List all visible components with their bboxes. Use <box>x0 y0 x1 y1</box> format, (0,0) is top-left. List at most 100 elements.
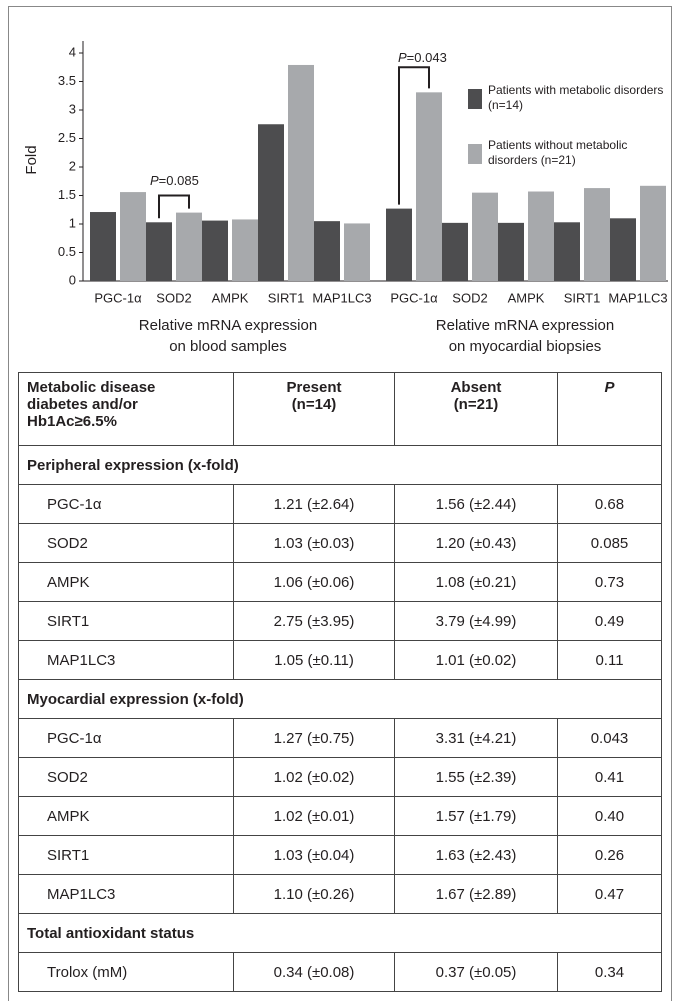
data-row: MAP1LC3 1.10 (±0.26) 1.67 (±2.89) 0.47 <box>18 874 662 914</box>
y-tick-label: 2.5 <box>58 130 76 145</box>
table-cell: 2.75 (±3.95) <box>233 601 395 641</box>
cell-text: 0.49 <box>594 612 625 630</box>
bar <box>288 64 314 281</box>
cell-text: 1.02 (±0.02) <box>273 768 355 786</box>
y-tick-label: 2 <box>69 158 76 173</box>
cell-text: AMPK <box>47 807 90 825</box>
table-cell: SIRT1 <box>18 601 234 641</box>
x-tick-label: SOD2 <box>452 290 487 305</box>
bar <box>416 92 442 281</box>
p-value: =0.085 <box>159 173 199 188</box>
cell-text: 1.03 (±0.03) <box>273 534 355 552</box>
cell-text: 0.41 <box>594 768 625 786</box>
cell-text: 1.57 (±1.79) <box>435 807 517 825</box>
bar <box>554 222 580 281</box>
group-label: Relative mRNA expression <box>436 317 614 334</box>
p-annotation: P=0.085 <box>150 173 199 188</box>
cell-text: 0.34 <box>594 963 625 981</box>
x-tick-label: SIRT1 <box>268 290 305 305</box>
table-cell: Absent (n=21) <box>394 372 558 446</box>
cell-text: SIRT1 <box>47 612 90 630</box>
table-cell: 3.31 (±4.21) <box>394 718 558 758</box>
cell-text: 0.47 <box>594 885 625 903</box>
data-row: Trolox (mM) 0.34 (±0.08) 0.37 (±0.05) 0.34 <box>18 952 662 992</box>
table-cell: 1.67 (±2.89) <box>394 874 558 914</box>
bracket <box>158 194 190 219</box>
cell-text: 1.05 (±0.11) <box>274 651 354 669</box>
table-cell: MAP1LC3 <box>18 640 234 680</box>
table-cell: 0.11 <box>557 640 662 680</box>
table-cell: 1.10 (±0.26) <box>233 874 395 914</box>
cell-text: Present (n=14) <box>286 379 342 413</box>
table-cell: Total antioxidant status <box>18 913 662 953</box>
table: Metabolic disease diabetes and/or Hb1Ac≥… <box>18 372 662 992</box>
cell-text: 0.68 <box>594 495 625 513</box>
cell-text: MAP1LC3 <box>47 651 116 669</box>
bar <box>202 220 228 281</box>
table-cell: AMPK <box>18 796 234 836</box>
cell-text: 0.37 (±0.05) <box>435 963 517 981</box>
y-tick-label: 0 <box>69 272 76 287</box>
cell-text: 1.21 (±2.64) <box>273 495 355 513</box>
bar <box>120 192 146 281</box>
data-row: SOD2 1.02 (±0.02) 1.55 (±2.39) 0.41 <box>18 757 662 797</box>
table-cell: SOD2 <box>18 523 234 563</box>
x-tick-label: AMPK <box>508 290 545 305</box>
table-cell: 1.57 (±1.79) <box>394 796 558 836</box>
group-label: on blood samples <box>169 338 287 355</box>
table-cell: 3.79 (±4.99) <box>394 601 558 641</box>
cell-text: 1.01 (±0.02) <box>435 651 517 669</box>
bar <box>258 124 284 281</box>
table-cell: 0.41 <box>557 757 662 797</box>
cell-text: 0.043 <box>590 729 629 747</box>
legend-entry: Patients without metabolic disorders (n=… <box>488 138 627 167</box>
cell-text: P <box>604 379 615 396</box>
bar <box>472 192 498 281</box>
cell-text: 1.03 (±0.04) <box>273 846 355 864</box>
y-tick-label: 0.5 <box>58 244 76 259</box>
y-tick-label: 4 <box>69 44 76 59</box>
cell-text: Peripheral expression (x-fold) <box>27 456 239 474</box>
table-cell: 1.03 (±0.03) <box>233 523 395 563</box>
cell-text: AMPK <box>47 573 90 591</box>
bar <box>610 218 636 281</box>
legend-swatch <box>468 144 482 164</box>
cell-text: 1.63 (±2.43) <box>435 846 517 864</box>
table-cell: 1.01 (±0.02) <box>394 640 558 680</box>
cell-text: Metabolic disease diabetes and/or Hb1Ac≥… <box>27 379 156 430</box>
bar <box>442 222 468 281</box>
table-cell: 1.63 (±2.43) <box>394 835 558 875</box>
bar <box>528 191 554 281</box>
data-row: AMPK 1.06 (±0.06) 1.08 (±0.21) 0.73 <box>18 562 662 602</box>
table-cell: 1.55 (±2.39) <box>394 757 558 797</box>
cell-text: 2.75 (±3.95) <box>273 612 355 630</box>
cell-text: 1.06 (±0.06) <box>273 573 355 591</box>
chart: Fold 0 0.5 1 1.5 2 2.5 3 3.5 4 PGC-1α SOD2 AMPK SIRT… <box>23 41 668 355</box>
table-cell: 0.47 <box>557 874 662 914</box>
cell-text: 1.10 (±0.26) <box>273 885 355 903</box>
cell-text: Total antioxidant status <box>27 924 195 942</box>
table-cell: AMPK <box>18 562 234 602</box>
cell-text: 1.56 (±2.44) <box>435 495 517 513</box>
table-cell: 0.49 <box>557 601 662 641</box>
bar <box>386 208 412 281</box>
table-cell: Trolox (mM) <box>18 952 234 992</box>
group-label: Relative mRNA expression <box>139 317 317 334</box>
cell-text: 0.34 (±0.08) <box>273 963 355 981</box>
cell-text: 1.08 (±0.21) <box>435 573 517 591</box>
table-cell: 0.37 (±0.05) <box>394 952 558 992</box>
header-row: Metabolic disease diabetes and/or Hb1Ac≥… <box>18 372 662 446</box>
data-row: PGC-1α 1.21 (±2.64) 1.56 (±2.44) 0.68 <box>18 484 662 524</box>
table-cell: Present (n=14) <box>233 372 395 446</box>
table-cell: 1.02 (±0.01) <box>233 796 395 836</box>
bar <box>146 222 172 281</box>
table-cell: 0.043 <box>557 718 662 758</box>
figure-frame <box>8 6 672 1001</box>
table-cell: PGC-1α <box>18 484 234 524</box>
data-row: SIRT1 1.03 (±0.04) 1.63 (±2.43) 0.26 <box>18 835 662 875</box>
x-tick-label: PGC-1α <box>94 290 142 305</box>
legend-swatch <box>468 89 482 109</box>
table-cell: 1.02 (±0.02) <box>233 757 395 797</box>
cell-text: Absent (n=21) <box>450 379 502 413</box>
bar <box>232 219 258 281</box>
